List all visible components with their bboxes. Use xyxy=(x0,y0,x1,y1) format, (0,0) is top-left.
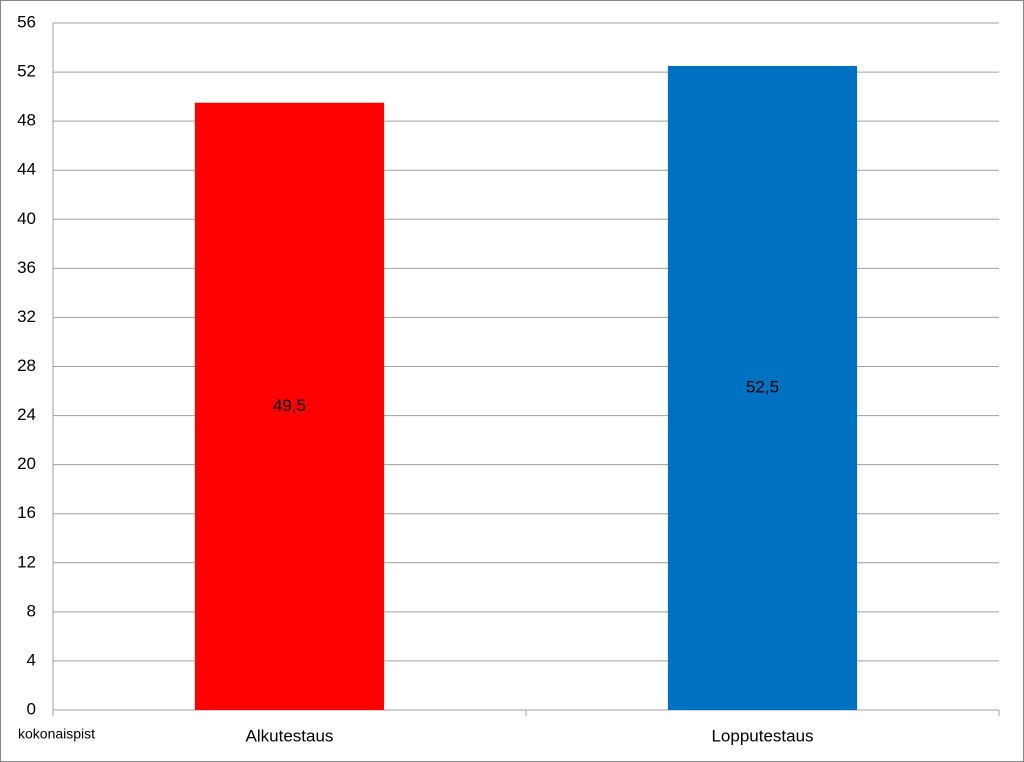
y-tick-label: 20 xyxy=(17,454,36,473)
x-tick-label: Alkutestaus xyxy=(246,726,334,745)
y-tick-label: 48 xyxy=(17,111,36,130)
y-tick-label: 28 xyxy=(17,356,36,375)
y-tick-label: 12 xyxy=(17,552,36,571)
y-tick-label: 44 xyxy=(17,160,36,179)
y-tick-label: 16 xyxy=(17,503,36,522)
value-label: 49,5 xyxy=(273,396,306,415)
bar xyxy=(194,102,385,710)
y-tick-label: 0 xyxy=(27,699,36,718)
y-tick-label: 4 xyxy=(27,650,36,669)
bar xyxy=(667,65,858,710)
y-tick-label: 24 xyxy=(17,405,36,424)
y-tick-label: 52 xyxy=(17,62,36,81)
value-label: 52,5 xyxy=(746,377,779,396)
y-tick-label: 8 xyxy=(27,601,36,620)
x-axis-label: kokonaispist xyxy=(18,726,95,742)
y-tick-label: 40 xyxy=(17,209,36,228)
x-tick-label: Lopputestaus xyxy=(711,726,813,745)
y-tick-label: 56 xyxy=(17,12,36,31)
y-tick-label: 32 xyxy=(17,307,36,326)
y-tick-label: 36 xyxy=(17,258,36,277)
